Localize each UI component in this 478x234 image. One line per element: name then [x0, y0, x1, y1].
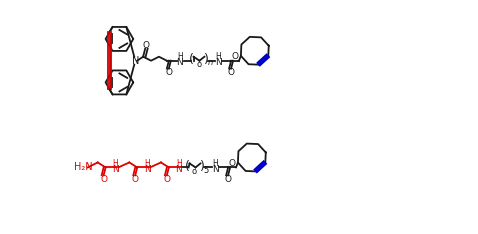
- Text: O: O: [165, 68, 173, 77]
- Text: N: N: [175, 165, 182, 174]
- Text: O: O: [132, 175, 139, 184]
- Text: N: N: [112, 165, 119, 174]
- Text: H: H: [144, 159, 150, 168]
- Text: O: O: [100, 175, 107, 184]
- Text: N: N: [212, 165, 218, 174]
- Text: N: N: [176, 58, 183, 67]
- Text: O: O: [228, 68, 235, 77]
- Text: ): ): [204, 53, 209, 66]
- Text: ): ): [200, 160, 205, 173]
- Text: O: O: [225, 175, 232, 184]
- Text: O: O: [142, 41, 150, 50]
- Text: O: O: [228, 159, 236, 168]
- Text: H: H: [216, 52, 221, 61]
- Text: o: o: [197, 60, 202, 69]
- Text: 5: 5: [204, 166, 209, 175]
- Text: n: n: [208, 58, 213, 67]
- Text: (: (: [189, 53, 194, 66]
- Text: O: O: [163, 175, 170, 184]
- Text: H: H: [113, 159, 119, 168]
- Text: N: N: [215, 58, 222, 67]
- Text: H: H: [176, 159, 182, 168]
- Text: N: N: [144, 165, 151, 174]
- Text: O: O: [231, 52, 239, 61]
- Text: (: (: [185, 160, 190, 173]
- Text: H₂N: H₂N: [74, 162, 93, 172]
- Text: H: H: [177, 52, 183, 61]
- Text: H: H: [212, 159, 218, 168]
- Text: N: N: [131, 56, 139, 66]
- Text: o: o: [192, 167, 197, 176]
